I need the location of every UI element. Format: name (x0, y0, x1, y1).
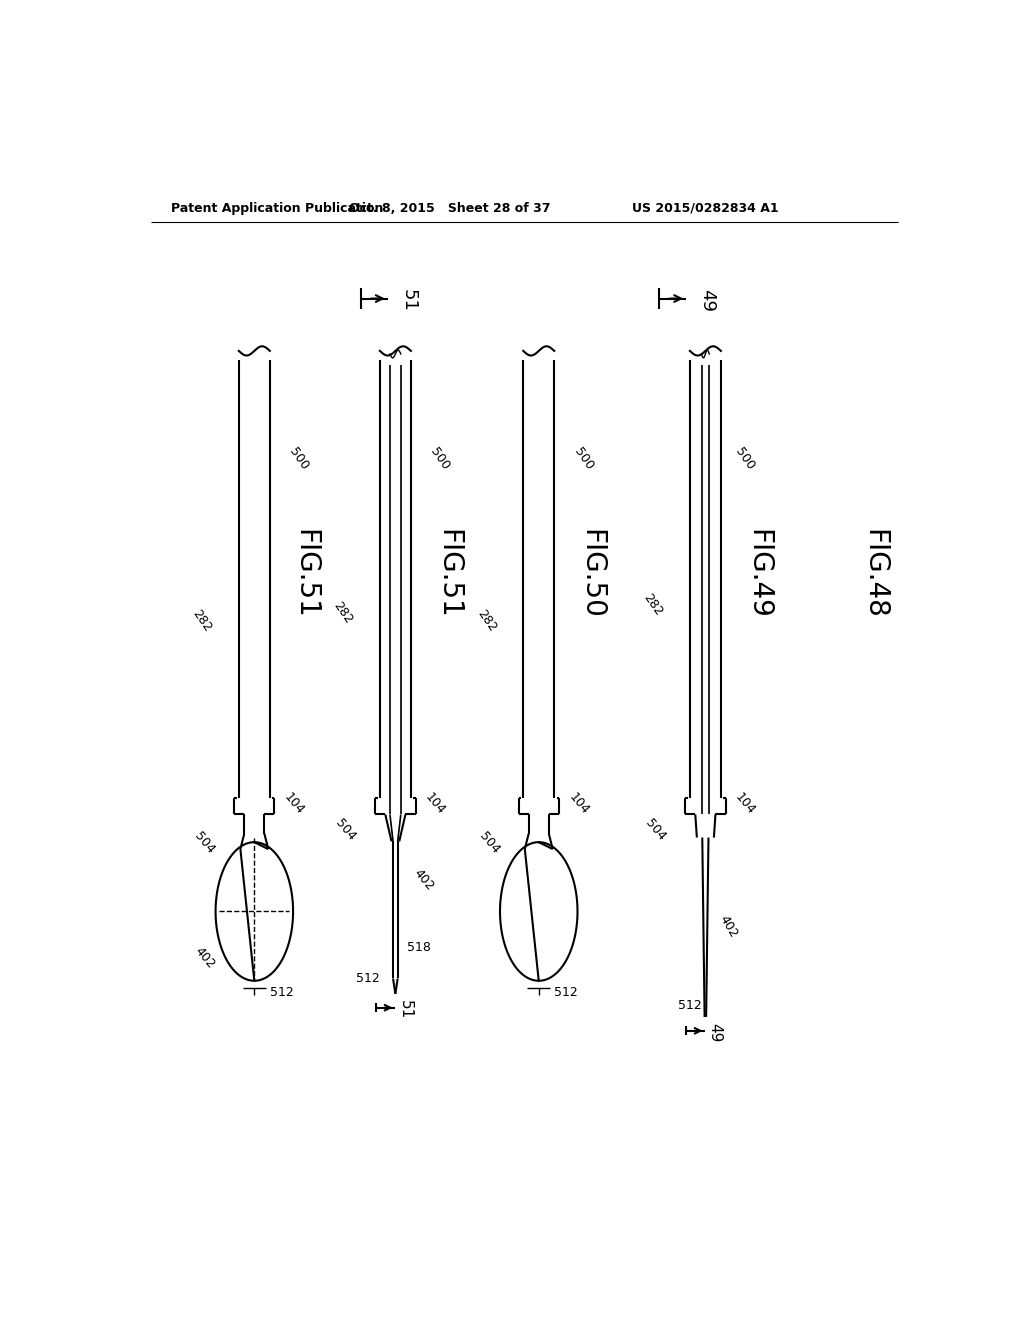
Text: FIG.51: FIG.51 (434, 529, 462, 619)
Text: 282: 282 (331, 599, 355, 626)
Text: 500: 500 (571, 445, 596, 473)
Text: 402: 402 (411, 867, 436, 894)
Text: FIG.49: FIG.49 (744, 529, 772, 619)
Text: 504: 504 (333, 817, 358, 843)
Text: 104: 104 (282, 791, 306, 817)
Text: 500: 500 (732, 445, 757, 473)
Text: Oct. 8, 2015   Sheet 28 of 37: Oct. 8, 2015 Sheet 28 of 37 (349, 202, 550, 215)
Text: 51: 51 (399, 289, 417, 312)
Text: 402: 402 (191, 944, 217, 972)
Text: 49: 49 (708, 1023, 723, 1041)
Text: US 2015/0282834 A1: US 2015/0282834 A1 (632, 202, 778, 215)
Text: 51: 51 (397, 999, 413, 1019)
Text: 282: 282 (474, 607, 499, 634)
Text: 104: 104 (732, 791, 758, 817)
Text: 512: 512 (678, 999, 701, 1012)
Text: 512: 512 (356, 972, 380, 985)
Text: 512: 512 (554, 986, 578, 999)
Text: 282: 282 (641, 591, 665, 619)
Text: FIG.51: FIG.51 (292, 529, 319, 619)
Text: 49: 49 (697, 289, 716, 312)
Text: 512: 512 (270, 986, 294, 999)
Text: 282: 282 (189, 607, 214, 634)
Text: FIG.48: FIG.48 (860, 529, 889, 619)
Text: 104: 104 (423, 791, 447, 817)
Text: 518: 518 (407, 941, 431, 954)
Text: 402: 402 (717, 913, 740, 940)
Text: 504: 504 (643, 817, 669, 843)
Text: 504: 504 (191, 829, 217, 857)
Text: 500: 500 (428, 445, 453, 473)
Text: 104: 104 (566, 791, 591, 817)
Text: 500: 500 (287, 445, 311, 473)
Text: FIG.50: FIG.50 (578, 529, 605, 619)
Text: 504: 504 (476, 829, 502, 857)
Text: Patent Application Publication: Patent Application Publication (171, 202, 383, 215)
